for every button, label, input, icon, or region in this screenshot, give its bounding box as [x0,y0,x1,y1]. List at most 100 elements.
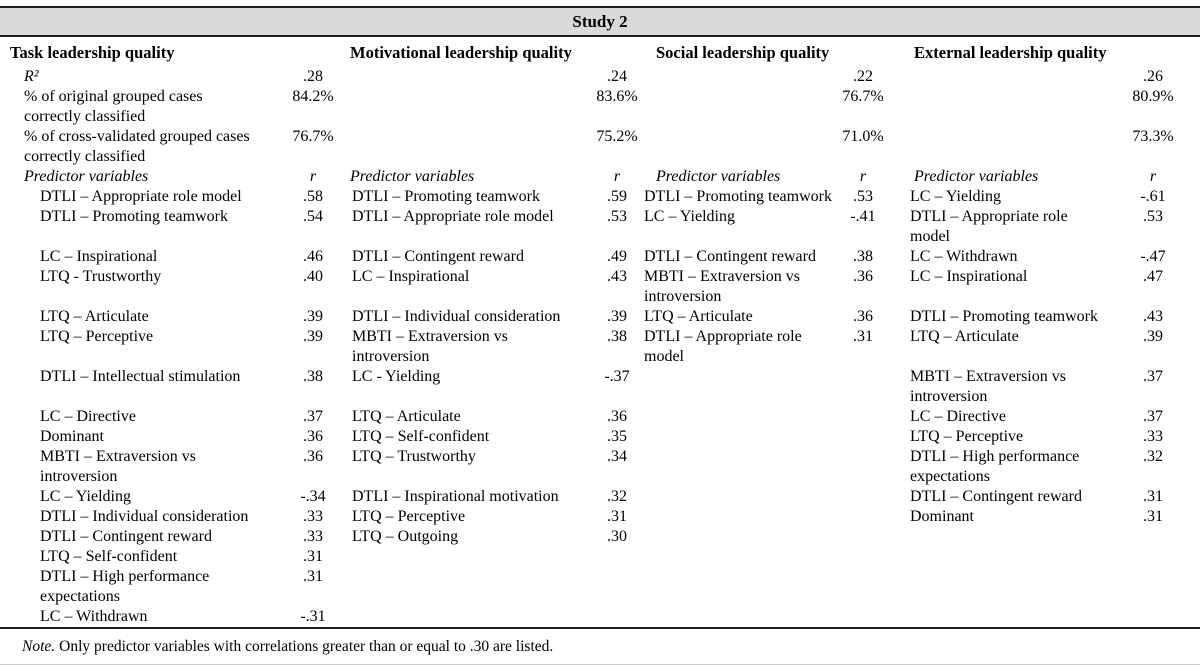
predictor-variables-heading: Predictor variables [350,168,475,185]
predictor-r-value: .39 [303,328,323,345]
predictor-label: DTLI – Appropriate role model [40,188,242,205]
predictor-r-value: .37 [303,408,323,425]
predictor-label: DTLI – Contingent reward [910,488,1082,505]
predictor-label: LTQ – Perceptive [352,508,466,525]
predictor-label: DTLI – Intellectual stimulation [40,368,241,385]
predictor-r-value: .36 [303,428,323,445]
predictor-label: LTQ – Self-confident [40,548,178,565]
stat-value: 73.3% [1132,128,1174,145]
predictor-r-value: .36 [853,308,873,325]
predictor-label: DTLI – Promoting teamwork [644,188,832,205]
table-top-rule [0,6,1200,8]
predictor-r-value: .43 [1143,308,1163,325]
stat-value: 76.7% [842,88,884,105]
stat-value: .26 [1143,68,1163,85]
predictor-label: LC – Inspirational [910,268,1028,285]
stat-value: 75.2% [596,128,638,145]
predictor-r-value: .53 [853,188,873,205]
predictor-label: DTLI – Promoting teamwork [352,188,540,205]
predictor-label: LC – Directive [910,408,1006,425]
predictor-r-value: .43 [607,268,627,285]
predictor-r-value: .36 [853,268,873,285]
predictor-label: MBTI – Extraversion vs introversion [40,448,196,485]
predictor-label: LTQ - Trustworthy [40,268,162,285]
predictor-r-value: .31 [1143,488,1163,505]
predictor-label: LTQ – Perceptive [910,428,1024,445]
predictor-label: MBTI – Extraversion vs introversion [644,268,800,305]
predictor-r-value: .58 [303,188,323,205]
predictor-label: LTQ – Articulate [910,328,1019,345]
column-group-header: Task leadership quality [10,43,175,62]
predictor-r-value: .30 [607,528,627,545]
predictor-label: LC – Inspirational [352,268,470,285]
predictor-r-value: .31 [303,548,323,565]
predictor-label: LC – Directive [40,408,136,425]
note-prefix: Note. [22,638,56,655]
predictor-label: LC – Yielding [910,188,1001,205]
predictor-r-value: .33 [303,508,323,525]
page-bottom-rule [0,664,1200,665]
stat-value: 83.6% [596,88,638,105]
predictor-label: LC – Inspirational [40,248,158,265]
predictor-label: LTQ – Articulate [40,308,149,325]
predictor-r-value: -.47 [1140,248,1166,265]
predictor-r-value: .33 [303,528,323,545]
predictor-label: LTQ – Articulate [644,308,753,325]
predictor-r-value: .49 [607,248,627,265]
stat-label: % of original grouped cases correctly cl… [24,88,203,125]
predictor-label: DTLI – High performance expectations [40,568,210,605]
predictor-label: MBTI – Extraversion vs introversion [352,328,508,365]
predictor-r-value: .33 [1143,428,1163,445]
predictor-label: DTLI – Individual consideration [352,308,561,325]
predictor-r-value: -.61 [1140,188,1166,205]
predictor-label: DTLI – Appropriate role model [910,208,1068,245]
predictor-r-value: .53 [607,208,627,225]
r-column-heading: r [1149,168,1157,185]
column-group-header: Motivational leadership quality [350,43,572,62]
predictor-label: LTQ – Self-confident [352,428,490,445]
stat-value: .28 [303,68,323,85]
table-header-rule [0,35,1200,37]
predictor-r-value: .36 [303,448,323,465]
stat-value: 76.7% [292,128,334,145]
stat-label: R² [24,68,39,85]
predictor-label: DTLI – Promoting teamwork [910,308,1098,325]
predictor-r-value: .38 [853,248,873,265]
predictor-r-value: .53 [1143,208,1163,225]
predictor-label: DTLI – Contingent reward [644,248,816,265]
predictor-label: LC – Yielding [40,488,131,505]
predictor-label: LTQ – Trustworthy [352,448,476,465]
predictor-label: DTLI – Appropriate role model [644,328,802,365]
note-text: Only predictor variables with correlatio… [59,638,554,655]
predictor-label: LC - Yielding [352,368,441,385]
table-note: Note. Only predictor variables with corre… [0,629,1200,657]
stat-label: % of cross-validated grouped cases corre… [24,128,250,165]
predictor-variables-heading: Predictor variables [914,168,1039,185]
stat-value: 84.2% [292,88,334,105]
table-title-band: Study 2 [0,8,1200,35]
predictor-r-value: -.31 [300,608,326,625]
predictor-label: LTQ – Articulate [352,408,461,425]
predictor-r-value: .32 [607,488,627,505]
predictor-r-value: .40 [303,268,323,285]
predictor-label: DTLI – Inspirational motivation [352,488,559,505]
predictor-label: DTLI – Promoting teamwork [40,208,228,225]
predictor-label: Dominant [40,428,104,445]
study-2-table: Task leadership quality Motivational lead… [0,37,1200,627]
predictor-r-value: .39 [607,308,627,325]
predictor-label: LC – Yielding [644,208,735,225]
predictor-label: LTQ – Perceptive [40,328,154,345]
predictor-r-value: -.34 [300,488,326,505]
predictor-r-value: .59 [607,188,627,205]
stat-value: .22 [853,68,873,85]
r-column-heading: r [859,168,867,185]
predictor-r-value: .31 [1143,508,1163,525]
predictor-r-value: .31 [853,328,873,345]
predictor-label: DTLI – Individual consideration [40,508,249,525]
predictor-r-value: .35 [607,428,627,445]
r-column-heading: r [309,168,317,185]
predictor-variables-heading: Predictor variables [656,168,781,185]
predictor-label: LC – Withdrawn [40,608,148,625]
predictor-label: DTLI – Appropriate role model [352,208,554,225]
